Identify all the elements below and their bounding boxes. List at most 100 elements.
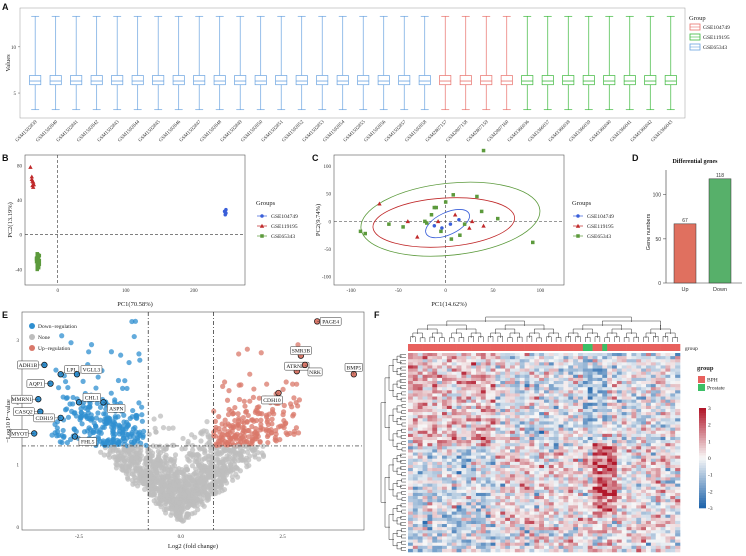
annotation-cell-BPH bbox=[568, 344, 574, 351]
volcano-point-none bbox=[182, 467, 188, 473]
heatmap-cell bbox=[534, 440, 540, 444]
heatmap-cell bbox=[539, 443, 545, 447]
heatmap-cell bbox=[466, 418, 472, 422]
heatmap-cell bbox=[641, 480, 647, 484]
heatmap-cell bbox=[500, 424, 506, 428]
heatmap-cell bbox=[631, 399, 637, 404]
heatmap-cell bbox=[500, 483, 506, 488]
heatmap-cell bbox=[446, 421, 453, 425]
volcano-point-down bbox=[64, 395, 70, 401]
heatmap-cell bbox=[626, 436, 632, 441]
heatmap-cell bbox=[534, 455, 540, 460]
heatmap-cell bbox=[437, 390, 443, 394]
heatmap-cell bbox=[422, 480, 428, 484]
heatmap-cell bbox=[612, 480, 618, 484]
heatmap-cell bbox=[655, 502, 661, 506]
heatmap-cell bbox=[490, 443, 496, 447]
heatmap-cell bbox=[495, 371, 501, 376]
pca-c-point-GSE104749 bbox=[448, 222, 453, 226]
heatmap-cell bbox=[417, 405, 423, 410]
heatmap-cell bbox=[553, 430, 559, 435]
heatmap-cell bbox=[427, 483, 433, 488]
heatmap-cell bbox=[490, 430, 496, 435]
heatmap-cell bbox=[432, 474, 438, 478]
heatmap-cell bbox=[412, 440, 419, 444]
volcano-point-down bbox=[115, 377, 122, 384]
heatmap-cell bbox=[602, 399, 608, 404]
sample-label: GSM3366043 bbox=[651, 120, 675, 144]
heatmap-cell bbox=[456, 371, 462, 376]
volcano-point-none bbox=[229, 474, 236, 480]
heatmap-cell bbox=[466, 486, 472, 491]
heatmap-cell bbox=[636, 390, 642, 394]
heatmap-cell bbox=[592, 427, 598, 432]
volcano-point-down bbox=[104, 415, 111, 421]
heatmap-cell bbox=[427, 496, 433, 500]
heatmap-cell bbox=[650, 486, 657, 491]
heatmap-cell bbox=[466, 461, 472, 466]
heatmap-cell bbox=[427, 421, 433, 425]
heatmap-cell bbox=[461, 505, 467, 509]
volcano-point-up bbox=[227, 423, 233, 429]
heatmap-cell bbox=[631, 468, 637, 472]
heatmap-cell bbox=[510, 464, 516, 469]
heatmap-cell bbox=[553, 405, 559, 410]
volcano-point-none bbox=[126, 471, 132, 477]
heatmap-cell bbox=[568, 402, 574, 407]
heatmap-cell bbox=[519, 399, 525, 404]
volcano-point-none bbox=[157, 413, 164, 419]
heatmap-cell bbox=[578, 502, 584, 506]
heatmap-cell bbox=[442, 492, 448, 497]
heatmap-cell bbox=[432, 464, 438, 469]
volcano-point-up bbox=[226, 388, 232, 394]
gene-label-NRK: NRK bbox=[309, 370, 321, 376]
volcano-point-none bbox=[202, 448, 208, 454]
volcano-point-none bbox=[203, 484, 210, 490]
box-body bbox=[172, 75, 185, 86]
heatmap-cell bbox=[655, 377, 661, 382]
heatmap-cell bbox=[573, 502, 579, 506]
ellipse-GSE104749 bbox=[425, 209, 470, 239]
heatmap-cell bbox=[660, 408, 666, 413]
heatmap-cell bbox=[510, 446, 516, 450]
volcano-point-down bbox=[137, 357, 143, 363]
heatmap-cell bbox=[476, 464, 482, 469]
volcano-point-down bbox=[127, 415, 133, 422]
heatmap-cell bbox=[616, 396, 623, 400]
heatmap-cell bbox=[568, 461, 574, 466]
pca-c-point-GSE104749 bbox=[457, 217, 461, 222]
volcano-point-none bbox=[182, 494, 188, 500]
heatmap-cell bbox=[587, 492, 593, 497]
heatmap-cell bbox=[602, 415, 608, 419]
heatmap-cell bbox=[568, 384, 574, 388]
heatmap-cell bbox=[529, 433, 535, 438]
heatmap-cell bbox=[646, 477, 652, 481]
heatmap-cell bbox=[412, 433, 419, 438]
heatmap-cell bbox=[597, 421, 603, 425]
heatmap-cell bbox=[539, 477, 545, 481]
heatmap-cell bbox=[582, 371, 589, 376]
legend-label-GSE65343: GSE65343 bbox=[703, 45, 727, 51]
box-body bbox=[398, 75, 411, 86]
heatmap-cell bbox=[514, 384, 521, 388]
heatmap-cell bbox=[500, 396, 506, 400]
heatmap-cell bbox=[626, 468, 632, 472]
heatmap-cell bbox=[568, 499, 574, 503]
heatmap-cell bbox=[519, 455, 525, 460]
heatmap-cell bbox=[665, 449, 671, 453]
heatmap-cell bbox=[539, 483, 545, 488]
heatmap-cell bbox=[660, 365, 666, 369]
heatmap-cell bbox=[466, 502, 472, 506]
heatmap-cell bbox=[519, 362, 525, 366]
heatmap-cell bbox=[461, 368, 467, 372]
heatmap-cell bbox=[553, 461, 559, 466]
heatmap-cell bbox=[408, 455, 414, 460]
heatmap-cell bbox=[587, 393, 593, 397]
pca-c-point-GSE65343 bbox=[429, 212, 434, 217]
heatmap-cell bbox=[602, 371, 608, 376]
pca-c-point-GSE65343 bbox=[387, 222, 391, 226]
heatmap-cell bbox=[485, 446, 491, 450]
heatmap-cell bbox=[539, 424, 545, 428]
heatmap-cell bbox=[422, 489, 428, 494]
heatmap-cell bbox=[578, 496, 584, 500]
